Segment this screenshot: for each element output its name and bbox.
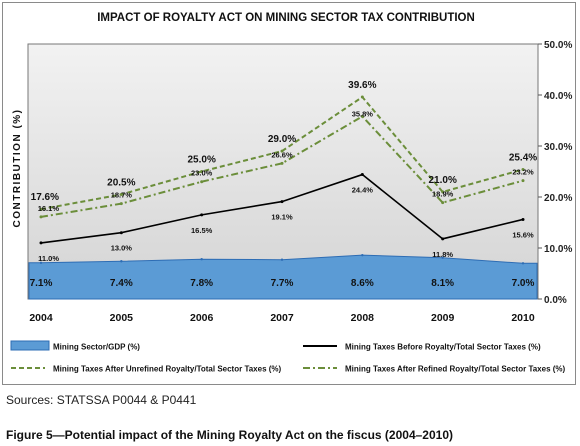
data-label-mining-gdp: 8.6%: [351, 278, 374, 289]
legend-label: Mining Taxes After Unrefined Royalty/Tot…: [53, 365, 282, 374]
point-refined-royalty: [521, 179, 525, 183]
point-refined-royalty: [360, 114, 364, 118]
y-tick-label: 10.0%: [544, 244, 572, 255]
x-tick-label: 2006: [190, 312, 214, 324]
data-label-unrefined-royalty: 29.0%: [268, 134, 296, 145]
area-point-mining-gdp: [280, 258, 284, 261]
legend-label: Mining Sector/GDP (%): [53, 343, 140, 352]
data-label-mining-gdp: 7.8%: [190, 278, 213, 289]
chart: IMPACT OF ROYALTY ACT ON MINING SECTOR T…: [10, 12, 572, 374]
data-label-mining-gdp: 7.4%: [110, 278, 133, 289]
area-point-mining-gdp: [521, 262, 525, 265]
data-label-unrefined-royalty: 25.0%: [187, 155, 215, 166]
data-label-refined-royalty: 23.2%: [512, 168, 534, 177]
plot-area: [27, 43, 539, 300]
point-unrefined-royalty: [521, 167, 525, 171]
sources-note: Sources: STATSSA P0044 & P0441: [6, 393, 197, 407]
area-point-mining-gdp: [120, 260, 123, 263]
area-series-mining-gdp: [28, 254, 538, 300]
data-label-refined-royalty: 18.7%: [111, 191, 133, 200]
data-label-refined-royalty: 16.1%: [38, 204, 60, 213]
area-point-mining-gdp: [39, 261, 43, 264]
data-label-before-royalty: 11.8%: [432, 250, 453, 259]
x-tick-label: 2008: [351, 312, 375, 324]
point-unrefined-royalty: [200, 170, 204, 173]
legend-swatch: [10, 340, 50, 351]
data-label-before-royalty: 13.0%: [111, 244, 133, 253]
x-tick-label: 2007: [270, 312, 294, 324]
x-tick-label: 2004: [29, 312, 53, 324]
figure-frame: IMPACT OF ROYALTY ACT ON MINING SECTOR T…: [2, 2, 576, 385]
point-before-royalty: [119, 231, 123, 235]
area-point-mining-gdp: [441, 256, 444, 259]
y-tick-label: 50.0%: [544, 40, 572, 51]
area-point-mining-gdp: [200, 258, 203, 261]
point-before-royalty: [441, 237, 445, 241]
point-before-royalty: [200, 213, 204, 217]
figure-caption: Figure 5—Potential impact of the Mining …: [6, 428, 453, 442]
point-before-royalty: [39, 241, 43, 245]
legend-item: Mining Taxes After Refined Royalty/Total…: [303, 365, 566, 374]
data-label-unrefined-royalty: 21.0%: [428, 175, 456, 186]
x-tick-label: 2010: [511, 312, 535, 324]
point-refined-royalty: [441, 201, 445, 205]
x-tick-label: 2005: [110, 312, 134, 324]
data-label-unrefined-royalty: 17.6%: [31, 192, 59, 203]
data-label-refined-royalty: 18.9%: [432, 190, 454, 199]
data-label-unrefined-royalty: 20.5%: [107, 177, 135, 188]
x-tick-label: 2009: [431, 312, 455, 324]
data-label-before-royalty: 24.4%: [352, 186, 374, 195]
data-label-before-royalty: 15.6%: [512, 230, 534, 239]
legend-item: Mining Sector/GDP (%): [10, 340, 140, 352]
y-axis-title: CONTRIBUTION (%): [12, 109, 23, 228]
y-tick-label: 40.0%: [544, 91, 572, 102]
data-label-refined-royalty: 35.8%: [352, 109, 374, 118]
data-label-before-royalty: 16.5%: [191, 226, 213, 235]
point-refined-royalty: [119, 202, 123, 206]
data-label-mining-gdp: 8.1%: [431, 278, 454, 289]
data-label-unrefined-royalty: 39.6%: [348, 80, 376, 91]
data-label-refined-royalty: 23.0%: [191, 169, 213, 178]
data-label-before-royalty: 11.0%: [38, 254, 59, 263]
data-label-before-royalty: 19.1%: [271, 213, 293, 222]
point-unrefined-royalty: [280, 149, 284, 153]
legend-label: Mining Taxes After Refined Royalty/Total…: [345, 365, 566, 374]
data-label-mining-gdp: 7.1%: [30, 278, 53, 289]
point-refined-royalty: [39, 215, 43, 219]
point-refined-royalty: [200, 180, 204, 184]
point-before-royalty: [280, 200, 284, 204]
y-tick-label: 0.0%: [544, 295, 567, 306]
data-label-mining-gdp: 7.7%: [271, 278, 294, 289]
y-tick-label: 20.0%: [544, 193, 572, 204]
legend-label: Mining Taxes Before Royalty/Total Sector…: [345, 343, 541, 352]
point-before-royalty: [360, 173, 364, 177]
legend-item: Mining Taxes Before Royalty/Total Sector…: [303, 343, 541, 352]
point-unrefined-royalty: [441, 190, 445, 194]
chart-title: IMPACT OF ROYALTY ACT ON MINING SECTOR T…: [97, 12, 475, 24]
point-refined-royalty: [280, 161, 284, 165]
data-label-mining-gdp: 7.0%: [512, 278, 535, 289]
point-unrefined-royalty: [39, 207, 43, 211]
legend-item: Mining Taxes After Unrefined Royalty/Tot…: [11, 365, 282, 374]
point-unrefined-royalty: [119, 192, 123, 196]
data-label-unrefined-royalty: 25.4%: [509, 152, 537, 163]
point-unrefined-royalty: [360, 95, 364, 99]
area-point-mining-gdp: [361, 253, 364, 257]
data-label-refined-royalty: 26.6%: [271, 150, 293, 159]
y-tick-label: 30.0%: [544, 142, 572, 153]
point-before-royalty: [521, 217, 525, 221]
